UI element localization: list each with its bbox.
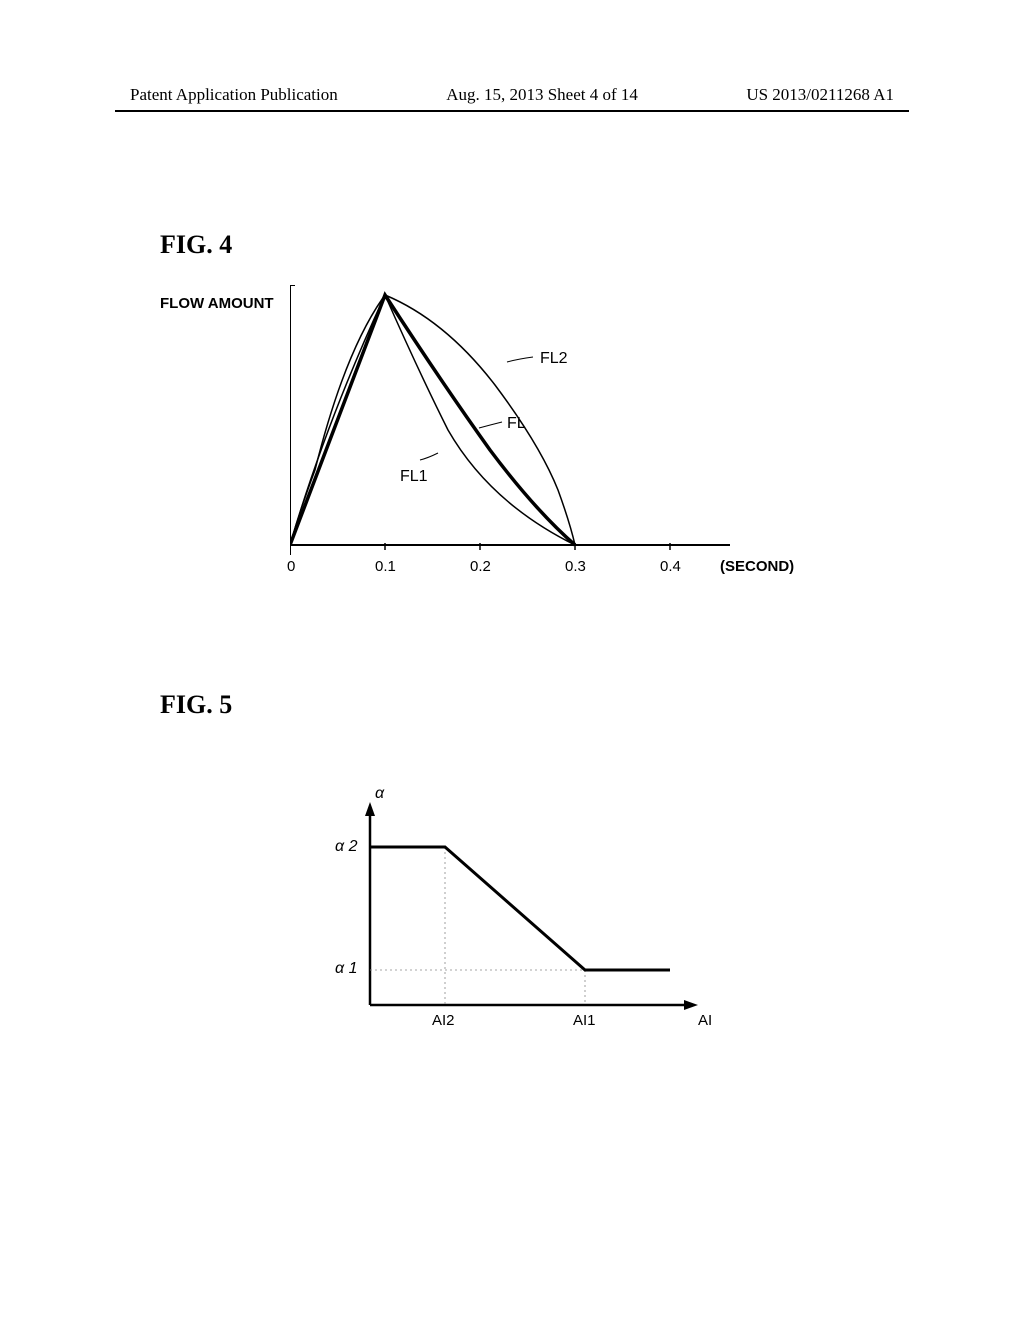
header: Patent Application Publication Aug. 15, … xyxy=(0,85,1024,105)
fig5-ylabel: α xyxy=(375,785,384,803)
header-left: Patent Application Publication xyxy=(130,85,338,105)
fig4-xtick-3: 0.3 xyxy=(565,558,586,575)
fig5-chart: α α 2 α 1 AI2 AI1 AI xyxy=(320,780,820,1060)
fig4-xtick-1: 0.1 xyxy=(375,558,396,575)
fig4-pointer-fl xyxy=(479,422,502,428)
fig4-pointer-fl2 xyxy=(507,357,533,362)
fig4-xtick-4: 0.4 xyxy=(660,558,681,575)
fig4-label-fl1: FL1 xyxy=(400,468,428,486)
fig4-xlabel: (SECOND) xyxy=(720,558,794,575)
fig5-line xyxy=(370,847,670,970)
fig5-ytick-a2: α 2 xyxy=(335,838,357,856)
header-divider xyxy=(115,110,909,112)
fig5-xlabel: AI xyxy=(698,1012,712,1029)
fig4-svg xyxy=(290,285,990,645)
fig4-chart: FLOW AMOUNT FL2 FL FL1 0 0.1 0.2 0.3 0.4… xyxy=(160,275,860,655)
fig4-ylabel: FLOW AMOUNT xyxy=(160,295,274,312)
fig5-svg xyxy=(320,780,820,1060)
fig4-xtick-2: 0.2 xyxy=(470,558,491,575)
header-right: US 2013/0211268 A1 xyxy=(746,85,894,105)
fig4-label-fl: FL xyxy=(507,415,526,433)
fig5-xtick-ai2: AI2 xyxy=(432,1012,455,1029)
header-center: Aug. 15, 2013 Sheet 4 of 14 xyxy=(446,85,638,105)
fig5-xaxis-arrow xyxy=(684,1000,698,1010)
fig5-label: FIG. 5 xyxy=(160,690,232,720)
fig5-xtick-ai1: AI1 xyxy=(573,1012,596,1029)
fig5-ytick-a1: α 1 xyxy=(335,960,357,978)
fig4-curve-fl1 xyxy=(290,295,575,545)
fig4-label: FIG. 4 xyxy=(160,230,232,260)
fig4-label-fl2: FL2 xyxy=(540,350,568,368)
fig5-yaxis-arrow xyxy=(365,802,375,816)
fig4-pointer-fl1 xyxy=(420,453,438,460)
fig4-xtick-0: 0 xyxy=(287,558,295,575)
